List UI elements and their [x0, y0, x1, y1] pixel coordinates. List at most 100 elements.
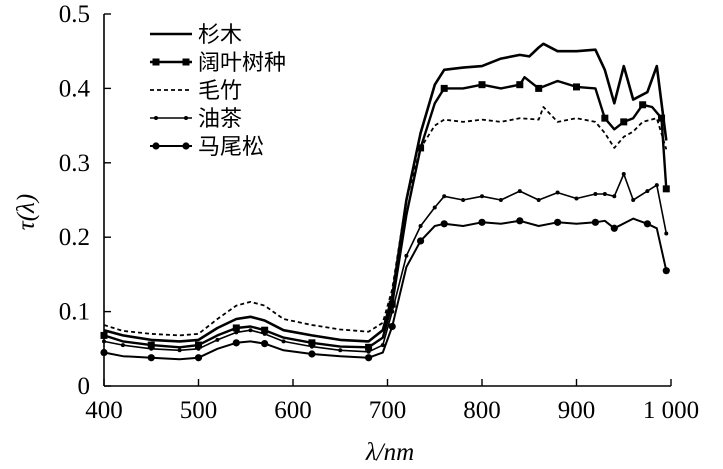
legend-item: 毛竹 [150, 79, 242, 104]
data-point-square [516, 81, 524, 89]
data-point-dot [610, 224, 618, 232]
data-point-small [102, 339, 106, 344]
data-point-dot [261, 339, 269, 348]
data-point-square [573, 83, 580, 91]
series-5 [100, 217, 670, 362]
data-point-small [120, 343, 125, 348]
data-point-square [658, 114, 666, 122]
data-point-small [612, 194, 617, 199]
data-point-small [154, 116, 158, 120]
data-point-square [182, 58, 190, 66]
series-group [100, 42, 670, 362]
series-1 [103, 42, 668, 343]
data-point-dot [365, 354, 373, 362]
legend-label: 马尾松 [198, 135, 264, 160]
data-point-small [645, 189, 650, 194]
data-point-square [152, 58, 160, 66]
data-point-square [440, 84, 448, 92]
data-point-small [262, 331, 267, 336]
x-tick-label: 800 [463, 397, 501, 424]
x-tick-label: 400 [85, 397, 123, 424]
data-point-small [574, 196, 579, 201]
axis-ticks: 400 500 600 700 800 900 1 000 0 0.1 0.2 0.3 0.4 0.5 [59, 1, 699, 424]
data-point-small [498, 198, 503, 202]
y-tick-label: 0.4 [59, 75, 91, 102]
data-point-small [418, 224, 423, 229]
data-point-small [196, 346, 201, 351]
legend-item: 杉木 [150, 23, 242, 48]
data-point-square [100, 331, 108, 339]
data-point-dot [416, 237, 425, 245]
data-point-small [461, 198, 466, 202]
data-point-small [184, 116, 188, 120]
data-point-square [308, 339, 316, 347]
data-point-square [232, 324, 240, 332]
data-point-small [404, 253, 409, 258]
data-point-dot [152, 142, 160, 150]
data-point-small [309, 344, 314, 349]
data-point-dot [100, 348, 108, 357]
data-point-square [639, 101, 647, 109]
data-point-dot [182, 142, 190, 150]
x-tick-label: 1 000 [643, 397, 699, 424]
data-point-dot [516, 217, 524, 225]
data-point-small [631, 198, 636, 202]
data-point-square [662, 185, 670, 193]
x-tick-label: 700 [369, 397, 407, 424]
legend-item: 油茶 [150, 107, 242, 132]
y-tick-label: 0.1 [59, 299, 90, 326]
data-point-dot [147, 354, 155, 362]
data-point-small [366, 349, 371, 354]
data-point-small [442, 194, 447, 199]
legend-label: 油茶 [198, 107, 242, 132]
data-point-dot [554, 218, 562, 226]
x-tick-label: 500 [180, 397, 218, 424]
data-point-small [338, 348, 343, 353]
data-point-dot [440, 220, 448, 228]
data-point-dot [308, 350, 316, 358]
data-point-dot [232, 339, 240, 347]
data-point-dot [662, 267, 670, 275]
legend-label: 阔叶树种 [198, 51, 286, 76]
data-point-dot [388, 322, 396, 331]
data-point-small [149, 346, 154, 351]
data-point-small [380, 343, 385, 348]
y-tick-label: 0.5 [59, 1, 90, 28]
data-point-square [261, 326, 269, 334]
data-point-small [177, 348, 182, 353]
data-point-square [478, 81, 486, 89]
data-point-square [365, 343, 373, 351]
data-point-small [390, 309, 395, 314]
legend-label: 毛竹 [198, 79, 242, 104]
data-point-square [535, 84, 543, 92]
data-point-square [147, 341, 155, 349]
data-point-small [664, 231, 669, 236]
y-tick-label: 0 [78, 373, 91, 400]
data-point-dot [643, 220, 651, 228]
legend-label: 杉木 [198, 23, 242, 48]
data-point-small [536, 198, 541, 202]
data-point-small [602, 192, 607, 197]
series-line [103, 173, 668, 353]
x-axis-title: λ/nm [365, 439, 414, 466]
data-point-small [555, 190, 560, 195]
data-point-dot [478, 218, 486, 226]
y-tick-label: 0.2 [59, 224, 90, 251]
x-tick-label: 600 [274, 397, 312, 424]
data-point-small [517, 189, 522, 194]
data-point-small [480, 194, 484, 199]
data-point-small [654, 183, 659, 188]
data-point-small [621, 171, 626, 176]
legend-item: 马尾松 [150, 135, 264, 160]
data-point-square [620, 118, 628, 126]
y-tick-label: 0.3 [59, 150, 90, 177]
data-point-dot [194, 354, 203, 362]
legend-item: 阔叶树种 [150, 51, 286, 76]
data-point-square [195, 341, 202, 349]
series-line [103, 106, 668, 337]
series-4 [102, 171, 669, 354]
data-point-small [234, 330, 239, 335]
y-axis-title: τ(λ) [13, 194, 40, 230]
